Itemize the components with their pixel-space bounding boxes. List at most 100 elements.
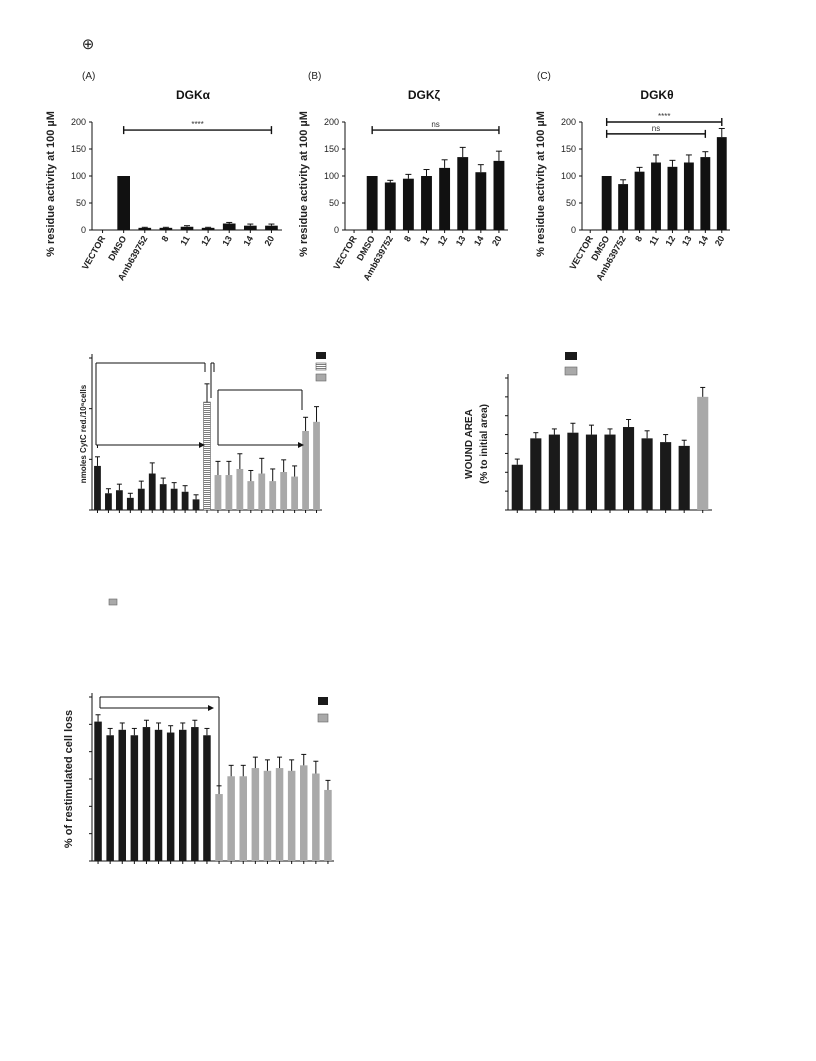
x-tick-label: 13 bbox=[454, 234, 468, 248]
bar bbox=[604, 434, 616, 510]
legend-swatch bbox=[565, 352, 577, 360]
bar bbox=[402, 178, 414, 230]
chart-title: DGKθ bbox=[640, 88, 673, 102]
legend-swatch bbox=[108, 598, 118, 606]
x-tick-label: 20 bbox=[490, 234, 504, 248]
y-axis-label: % residue activity at 100 µM bbox=[45, 111, 57, 257]
bar bbox=[258, 473, 266, 510]
bar bbox=[225, 475, 233, 510]
x-tick-label: 8 bbox=[402, 234, 413, 243]
x-tick-label: 8 bbox=[633, 234, 644, 243]
x-tick-label: 20 bbox=[263, 234, 277, 248]
x-tick-label: 14 bbox=[241, 234, 255, 248]
bar bbox=[203, 735, 211, 861]
bar bbox=[105, 493, 112, 510]
chart-dgka: (A) DGKα % residue activity at 100 µM 0 50 10… bbox=[45, 71, 282, 282]
x-tick-label: 12 bbox=[436, 234, 450, 248]
bar bbox=[236, 468, 244, 510]
bar bbox=[660, 442, 672, 510]
legend-swatch bbox=[564, 366, 578, 376]
bar bbox=[126, 497, 134, 510]
bar bbox=[227, 776, 235, 861]
chart-cytc: nmoles CytC red./10⁶cells bbox=[79, 352, 327, 513]
bar bbox=[244, 225, 257, 230]
bar bbox=[222, 223, 236, 230]
chart-wound: WOUND AREA (% to initial area) bbox=[464, 352, 712, 513]
bar bbox=[138, 227, 152, 230]
bar bbox=[366, 176, 378, 230]
chart-dgkt: (C) DGKθ % residue activity at 100 µM 0 50 10… bbox=[535, 71, 730, 282]
significance-label: ns bbox=[431, 120, 439, 129]
bar bbox=[421, 176, 432, 230]
bar bbox=[280, 472, 288, 510]
bar bbox=[180, 226, 194, 230]
chart-dgkz: (B) DGKζ % residue activity at 100 µM 0 50 10… bbox=[298, 71, 508, 282]
bar bbox=[170, 488, 178, 510]
y-tick-label: 100 bbox=[561, 171, 576, 181]
bar bbox=[678, 445, 690, 510]
y-tick-label: 50 bbox=[566, 198, 576, 208]
arrow-head-icon bbox=[208, 705, 214, 711]
bar bbox=[148, 473, 156, 510]
x-tick-label: 14 bbox=[472, 234, 486, 248]
y-axis-label: % residue activity at 100 µM bbox=[298, 111, 310, 257]
legend-swatch bbox=[315, 373, 327, 382]
significance-label: ns bbox=[652, 124, 660, 133]
bar bbox=[214, 475, 222, 510]
panel-label: (C) bbox=[537, 71, 551, 82]
x-tick-label: VECTOR bbox=[331, 234, 359, 272]
arrow-head-icon bbox=[298, 442, 304, 448]
x-tick-label: 13 bbox=[680, 234, 694, 248]
bar bbox=[567, 432, 579, 510]
significance-label: **** bbox=[658, 112, 670, 121]
chart-title: DGKα bbox=[176, 88, 211, 102]
bar bbox=[137, 488, 145, 510]
y-tick-label: 0 bbox=[571, 225, 576, 235]
x-tick-label: 20 bbox=[713, 234, 727, 248]
bar bbox=[215, 794, 223, 861]
x-tick-label: 12 bbox=[199, 234, 213, 248]
bar bbox=[154, 729, 163, 861]
bar bbox=[291, 476, 299, 510]
x-tick-label: DMSO bbox=[106, 234, 128, 262]
bar bbox=[324, 789, 332, 861]
bar bbox=[106, 735, 114, 861]
bar bbox=[493, 160, 505, 230]
bar bbox=[275, 768, 284, 861]
x-tick-label: VECTOR bbox=[80, 234, 108, 272]
bar bbox=[312, 773, 320, 861]
bar bbox=[287, 770, 296, 861]
bar bbox=[251, 768, 260, 861]
bar bbox=[265, 225, 278, 230]
bar bbox=[181, 491, 189, 510]
x-tick-label: 11 bbox=[647, 234, 660, 247]
chart-cellloss: % of restimulated cell loss bbox=[63, 693, 334, 864]
bar bbox=[94, 721, 102, 861]
arrow-head-icon bbox=[199, 442, 205, 448]
y-tick-label: 50 bbox=[329, 198, 339, 208]
y-tick-label: 50 bbox=[76, 198, 86, 208]
bar bbox=[299, 765, 308, 861]
legend-swatch bbox=[316, 352, 326, 359]
y-tick-label: 200 bbox=[324, 117, 339, 127]
bar bbox=[511, 464, 523, 510]
bar bbox=[269, 481, 277, 510]
y-tick-label: 200 bbox=[561, 117, 576, 127]
bar bbox=[683, 162, 694, 230]
bar bbox=[239, 776, 248, 861]
bar bbox=[384, 182, 396, 230]
bar bbox=[159, 484, 167, 510]
y-tick-label: 0 bbox=[81, 225, 86, 235]
bar bbox=[697, 396, 709, 510]
bar bbox=[439, 167, 451, 230]
x-tick-label: 12 bbox=[664, 234, 678, 248]
bar bbox=[651, 162, 661, 230]
x-tick-label: 8 bbox=[159, 234, 170, 243]
panel-label: (B) bbox=[308, 71, 321, 82]
bar bbox=[641, 438, 653, 510]
panel-label: (A) bbox=[82, 71, 95, 82]
bar bbox=[475, 172, 487, 230]
y-axis-label: nmoles CytC red./10⁶cells bbox=[79, 384, 88, 483]
bar bbox=[118, 729, 127, 861]
